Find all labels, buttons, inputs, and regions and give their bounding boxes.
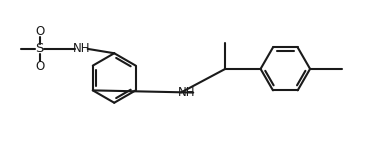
Text: S: S [35, 42, 44, 55]
Text: O: O [35, 25, 44, 38]
Text: NH: NH [73, 42, 90, 55]
Text: O: O [35, 60, 44, 73]
Text: NH: NH [178, 86, 196, 99]
